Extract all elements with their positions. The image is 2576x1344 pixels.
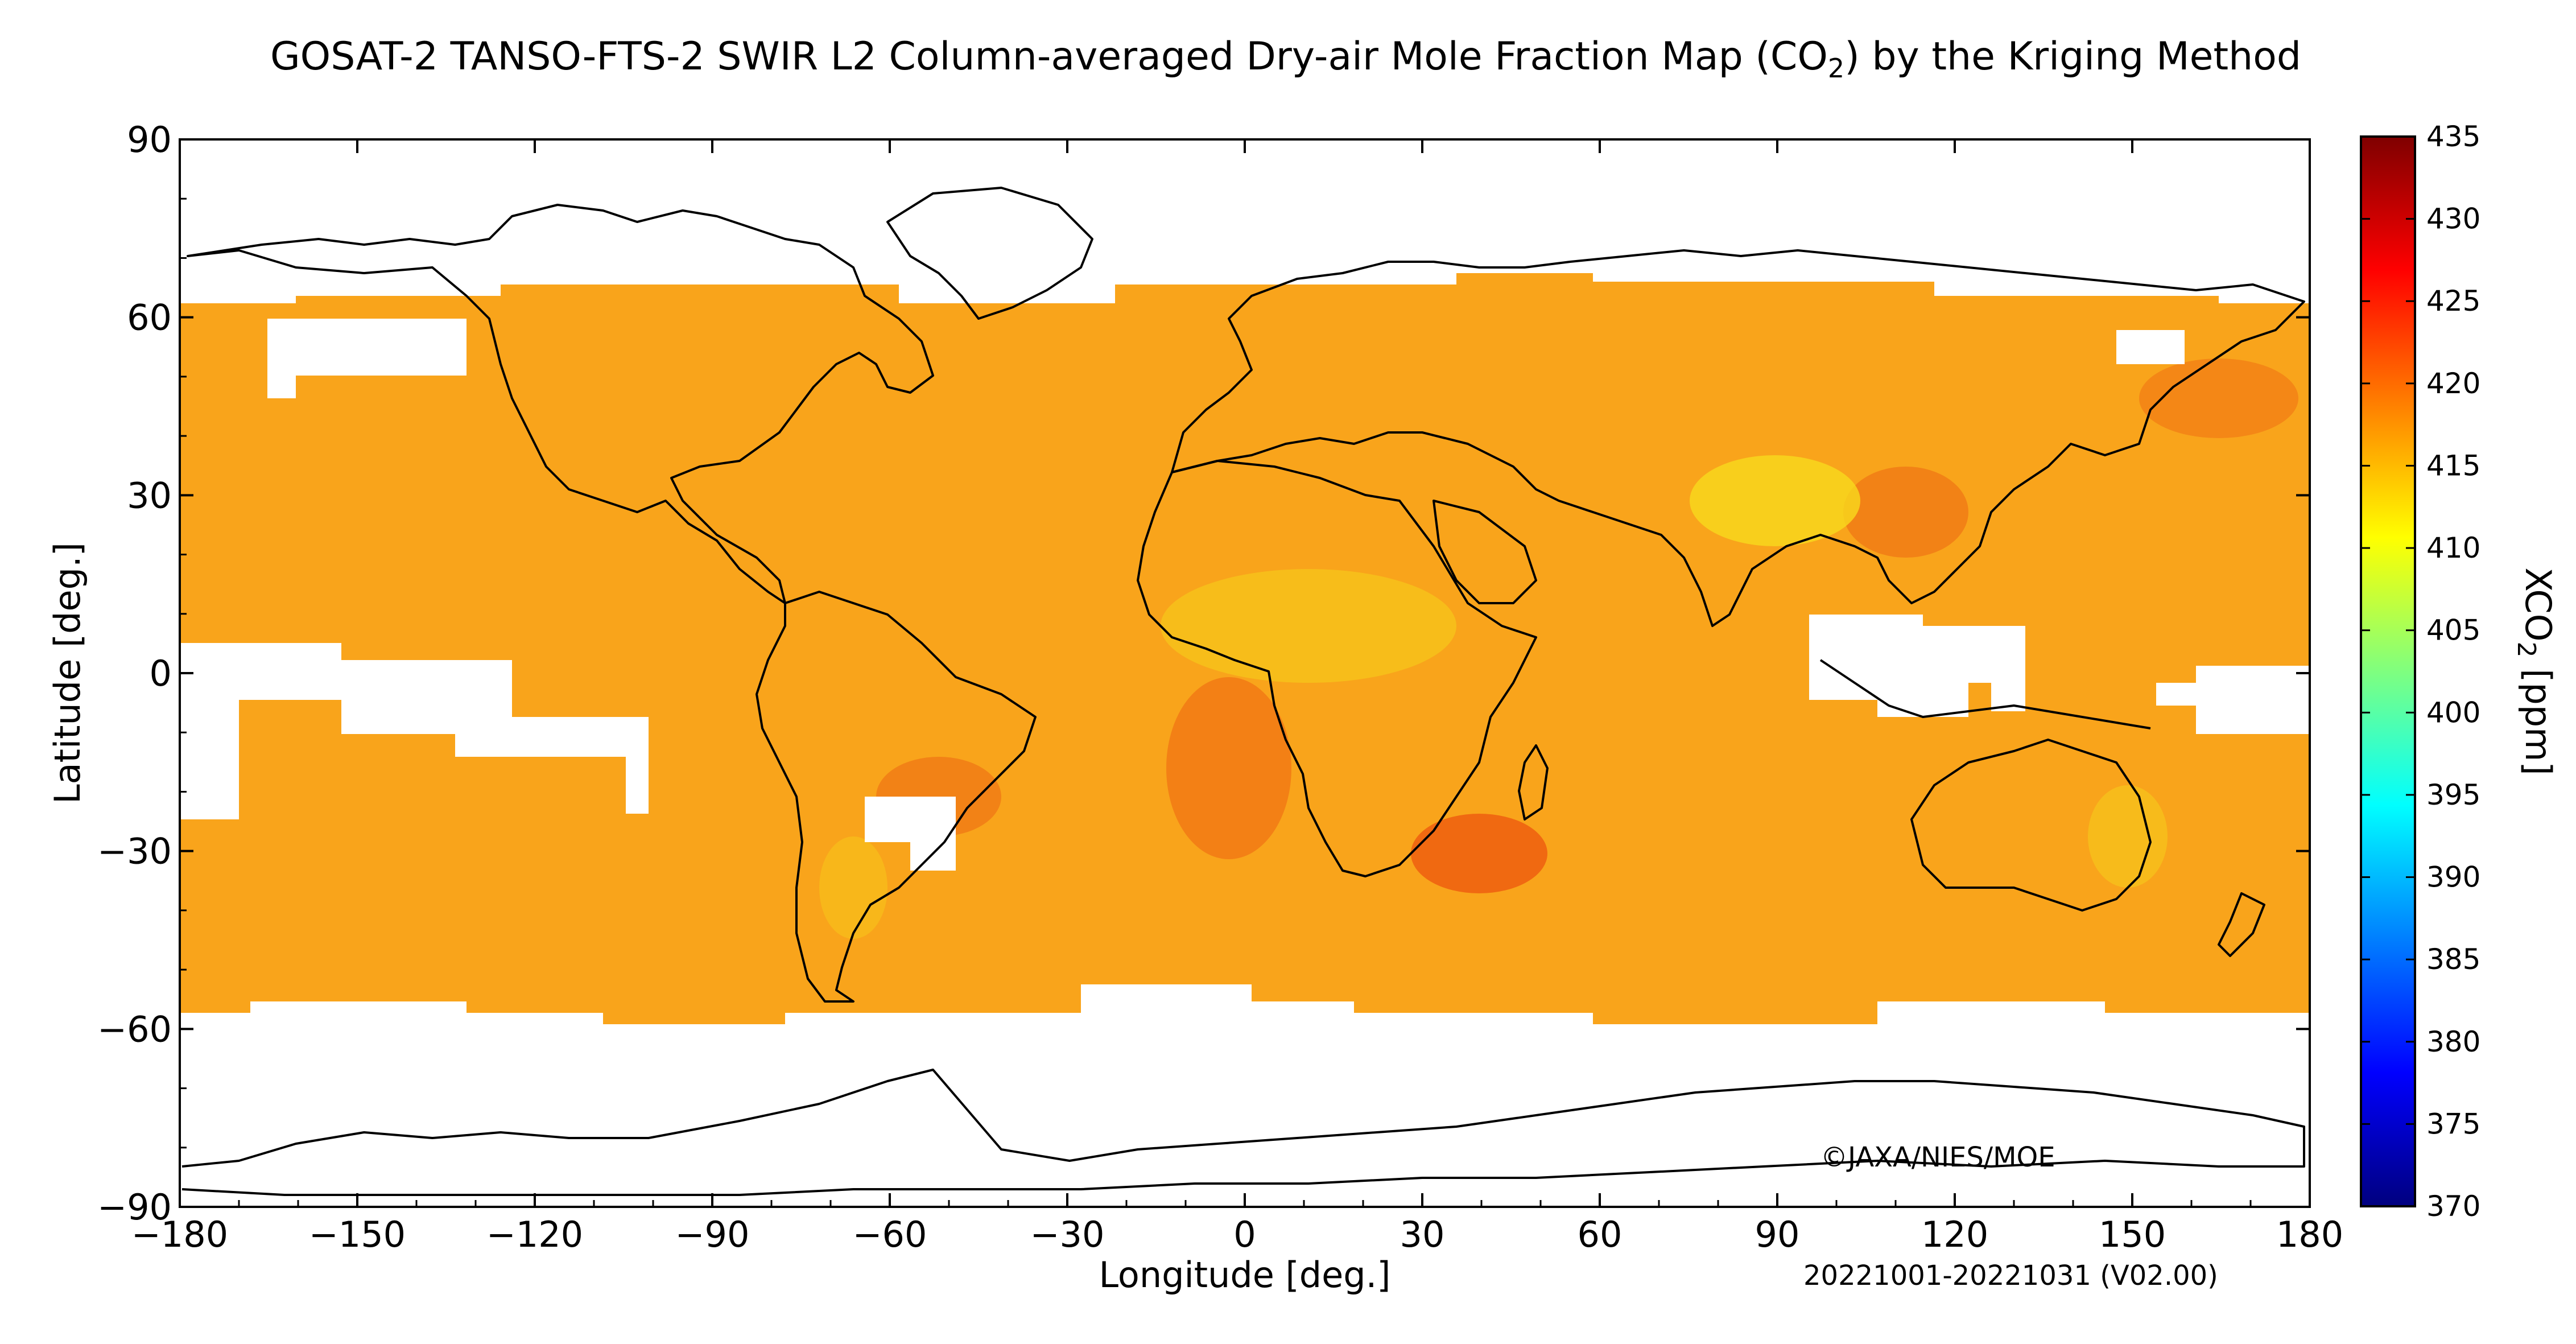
lon-tick-label: 60 (1578, 1214, 1623, 1255)
copyright-text: ©JAXA/NIES/MOE (1820, 1141, 2055, 1173)
coastline-madagascar (1518, 744, 1549, 821)
latitude-axis: 90 60 30 0 −30 −60 −90 (97, 119, 2310, 1228)
coastline-new-zealand (2218, 892, 2265, 957)
map-title: GOSAT-2 TANSO-FTS-2 SWIR L2 Column-avera… (270, 34, 2301, 84)
period-text: 20221001-20221031 (V02.00) (1803, 1260, 2218, 1292)
lat-tick-label: −90 (97, 1186, 172, 1228)
lon-tick-label: −60 (853, 1214, 927, 1255)
high-region-east-asia (1843, 467, 1968, 558)
xco2-field-north (501, 273, 2219, 307)
colorbar-tick-label: 415 (2426, 449, 2480, 482)
colorbar-tick-label: 385 (2426, 943, 2480, 976)
coastline-greenland (886, 187, 1093, 320)
lon-tick-label: 120 (1921, 1214, 1988, 1255)
x-axis-label: Longitude [deg.] (1099, 1254, 1390, 1296)
lon-tick-label: −30 (1030, 1214, 1105, 1255)
colorbar-tick-label: 425 (2426, 285, 2480, 318)
coastline-north-america (187, 204, 934, 604)
lon-tick-label: 90 (1755, 1214, 1800, 1255)
coastline-eurasia (1171, 249, 2305, 627)
lon-tick-label: −120 (486, 1214, 583, 1255)
colorbar-tick-label: 420 (2426, 367, 2480, 400)
lon-tick-label: 180 (2276, 1214, 2343, 1255)
lon-tick-label: −150 (309, 1214, 406, 1255)
colorbar-label: XCO2 [ppm] (2512, 567, 2559, 775)
lat-tick-label: 30 (127, 475, 172, 516)
low-region-sahel (1161, 569, 1456, 683)
y-axis-label: Latitude [deg.] (47, 542, 88, 804)
low-region-australia (2088, 785, 2168, 888)
high-region-indian-ocean (1411, 814, 1547, 893)
coastlines (181, 187, 2305, 1196)
coastline-africa (1137, 460, 1537, 877)
coastline-arabia (1433, 500, 1537, 604)
coastline-antarctica (181, 1069, 2305, 1196)
colorbar-tick-label: 390 (2426, 861, 2480, 894)
longitude-axis: −180 −150 −120 −90 −60 −30 0 30 60 90 120 150 180 (131, 139, 2343, 1255)
lat-tick-label: −60 (97, 1008, 172, 1050)
no-data-gaps (180, 319, 2310, 1054)
colorbar-tick-label: 410 (2426, 531, 2480, 564)
lat-tick-label: 0 (150, 653, 172, 694)
high-region-southern-africa (1166, 677, 1291, 859)
colorbar-ticks: 435 430 425 420 415 410 405 400 395 390 385 380 375 3… (2361, 120, 2480, 1223)
xco2-field-north-west (296, 296, 501, 303)
colorbar-strip (2360, 135, 2416, 1207)
lon-tick-label: −90 (675, 1214, 750, 1255)
coastline-south-america (756, 591, 1037, 1003)
colorbar: 435 430 425 420 415 410 405 400 395 390 385 380 375 3… (2360, 120, 2559, 1223)
low-region-tibet (1690, 455, 1860, 546)
coastline-australia (1910, 739, 2152, 912)
high-region-north-pacific (2139, 358, 2298, 438)
xco2-field-enhancements (819, 358, 2298, 939)
coastline-indonesia (1819, 659, 2151, 729)
colorbar-tick-label: 430 (2426, 203, 2480, 236)
lat-tick-label: −30 (97, 831, 172, 872)
colorbar-tick-label: 435 (2426, 120, 2480, 153)
colorbar-tick-label: 405 (2426, 614, 2480, 647)
colorbar-tick-label: 395 (2426, 778, 2480, 811)
lon-tick-label: 30 (1400, 1214, 1445, 1255)
low-region-argentina (819, 836, 887, 939)
lon-tick-label: −180 (131, 1214, 228, 1255)
colorbar-tick-label: 380 (2426, 1025, 2480, 1058)
colorbar-tick-label: 370 (2426, 1190, 2480, 1223)
map-panel (180, 139, 2310, 1207)
colorbar-tick-label: 400 (2426, 696, 2480, 729)
lat-tick-label: 90 (127, 119, 172, 160)
lat-tick-label: 60 (127, 297, 172, 339)
lon-tick-label: 0 (1233, 1214, 1256, 1255)
colorbar-tick-label: 375 (2426, 1107, 2480, 1140)
lon-tick-label: 150 (2099, 1214, 2166, 1255)
